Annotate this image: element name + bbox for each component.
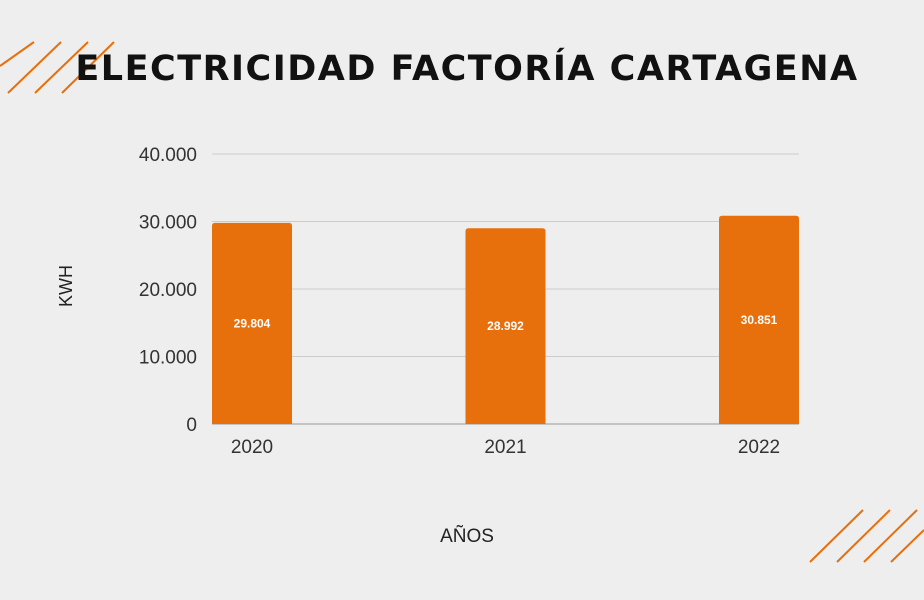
- bar-value-label: 30.851: [741, 313, 778, 327]
- y-tick-label: 30.000: [139, 213, 197, 234]
- y-tick-label: 10.000: [139, 348, 197, 369]
- y-tick-label: 0: [186, 415, 197, 436]
- decorative-stripes-top-left: [0, 41, 115, 94]
- chart-title: ELECTRICIDAD FACTORÍA CARTAGENA: [75, 47, 858, 89]
- bar: [719, 215, 799, 424]
- decorative-stripes-bottom-right: [809, 509, 924, 563]
- bar-value-label: 29.804: [234, 316, 271, 330]
- y-tick-label: 40.000: [139, 145, 197, 166]
- x-tick-label: 2022: [738, 437, 780, 458]
- bars: 29.804 28.992 30.851: [212, 215, 799, 424]
- y-axis-label: KWH: [56, 265, 76, 307]
- y-axis-ticks: 0 10.000 20.000 30.000 40.000: [139, 145, 197, 436]
- x-tick-label: 2021: [484, 437, 526, 458]
- bar-value-label: 28.992: [487, 319, 524, 333]
- x-tick-label: 2020: [231, 437, 273, 458]
- bar: [212, 222, 292, 424]
- x-axis-label: AÑOS: [440, 525, 494, 547]
- y-tick-label: 20.000: [139, 280, 197, 301]
- bar: [465, 228, 546, 424]
- x-axis-ticks: 2020 2021 2022: [231, 437, 780, 458]
